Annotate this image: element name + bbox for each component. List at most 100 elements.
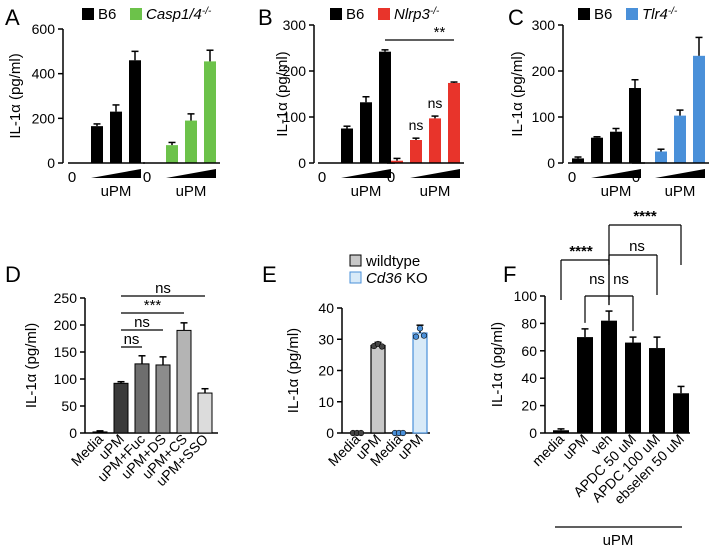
- panel-c-y-tick-label: 200: [532, 63, 556, 79]
- panel-letter: B: [258, 5, 273, 30]
- bar: [197, 392, 213, 434]
- panel-e-y-tick-label: 10: [318, 394, 334, 410]
- bar: [591, 137, 603, 163]
- dose-label: uPM: [351, 183, 382, 200]
- panel-a: A 0 200 400 600 IL-1α (pg/ml) B6 Casp1/4-/- 0 uPM…: [5, 5, 220, 200]
- panel-c-y-tick-label: 300: [532, 17, 556, 33]
- data-point: [357, 429, 365, 437]
- significance-label: **: [434, 24, 446, 41]
- zero-dose-label: 0: [632, 169, 640, 186]
- panel-f-y-tick-label: 0: [529, 425, 537, 441]
- legend-swatch: [330, 8, 342, 20]
- significance-label: ns: [629, 238, 645, 255]
- panel-d-y-tick-label: 50: [61, 398, 77, 414]
- bar: [134, 363, 150, 434]
- dose-label: uPM: [101, 183, 132, 200]
- bar: [610, 131, 622, 163]
- bar: [412, 332, 428, 434]
- bar: [185, 120, 197, 163]
- significance-label: ***: [144, 297, 162, 314]
- bar: [673, 393, 689, 433]
- panel-a-y-axis-label: IL-1α (pg/ml): [7, 53, 24, 138]
- panel-d-y-axis-label: IL-1α (pg/ml): [23, 323, 40, 408]
- panel-b-y-tick-label: 300: [283, 17, 307, 33]
- legend-swatch: [82, 8, 94, 20]
- bar: [113, 382, 129, 434]
- panel-f-y-axis-label: IL-1α (pg/ml): [489, 322, 506, 407]
- bar: [391, 160, 403, 163]
- panel-f-y-tick-label: 20: [521, 398, 537, 414]
- bar: [649, 348, 665, 433]
- dose-label: uPM: [420, 183, 451, 200]
- bar: [410, 140, 422, 163]
- bar: [577, 337, 593, 433]
- data-point: [378, 343, 386, 350]
- panel-e-y-tick-label: 40: [318, 300, 334, 316]
- panel-e-y-axis-label: IL-1α (pg/ml): [285, 328, 302, 413]
- legend-swatch: [349, 254, 362, 267]
- legend-label: Casp1/4-/-: [146, 6, 212, 24]
- legend-label: B6: [594, 6, 612, 23]
- panel-c-y-axis-label: IL-1α (pg/ml): [509, 51, 526, 136]
- panel-letter: A: [5, 5, 20, 30]
- legend-label: B6: [346, 6, 364, 23]
- bar: [360, 102, 372, 163]
- panel-a-y-tick-label: 600: [32, 21, 56, 37]
- dose-wedge: [591, 169, 641, 178]
- legend-swatch: [130, 8, 142, 20]
- significance-label: ns: [428, 95, 443, 111]
- panel-b-y-tick-label: 200: [283, 63, 307, 79]
- panel-e-y-tick-label: 0: [326, 425, 334, 441]
- panel-b-y-tick-label: 0: [298, 155, 306, 171]
- bar: [572, 158, 584, 163]
- bar: [379, 51, 391, 163]
- panel-c-y-tick-label: 0: [547, 155, 555, 171]
- bar: [204, 61, 216, 164]
- panel-d-y-tick-label: 150: [54, 344, 78, 360]
- dose-wedge: [166, 169, 216, 178]
- legend-label: Cd36 KO: [366, 270, 428, 287]
- significance-label: ns: [155, 280, 171, 297]
- bar: [448, 82, 460, 163]
- panel-e-y-tick-label: 30: [318, 331, 334, 347]
- panel-f-y-tick-label: 80: [521, 315, 537, 331]
- bar: [674, 115, 686, 163]
- panel-f-y-tick-label: 60: [521, 343, 537, 359]
- legend-label: Tlr4-/-: [642, 6, 678, 24]
- bar: [553, 430, 569, 433]
- panel-letter: E: [262, 262, 277, 287]
- dose-label: uPM: [176, 183, 207, 200]
- panel-d-y-tick-label: 200: [54, 317, 78, 333]
- zero-dose-label: 0: [68, 169, 76, 186]
- panel-d-y-tick-label: 0: [69, 425, 77, 441]
- panel-a-y-tick-label: 0: [47, 155, 55, 171]
- bar: [176, 329, 192, 434]
- legend-label: Nlrp3-/-: [394, 6, 440, 24]
- panel-letter: F: [503, 262, 516, 287]
- significance-label: ns: [613, 271, 629, 288]
- zero-dose-label: 0: [568, 169, 576, 186]
- panel-letter: D: [5, 262, 21, 287]
- data-point: [412, 333, 420, 340]
- dose-wedge: [410, 169, 460, 178]
- bar: [693, 55, 705, 163]
- panel-letter: C: [508, 5, 524, 30]
- bar: [625, 342, 641, 433]
- bar: [166, 145, 178, 163]
- zero-dose-label: 0: [318, 169, 326, 186]
- bar: [370, 344, 386, 434]
- legend-swatch: [578, 8, 590, 20]
- significance-label: ns: [589, 271, 605, 288]
- bar: [155, 364, 171, 434]
- legend-label: wildtype: [365, 253, 420, 270]
- panel-c-y-tick-label: 100: [532, 109, 556, 125]
- zero-dose-label: 0: [387, 169, 395, 186]
- legend-swatch: [626, 8, 638, 20]
- x-tick-label: uPM: [559, 431, 591, 463]
